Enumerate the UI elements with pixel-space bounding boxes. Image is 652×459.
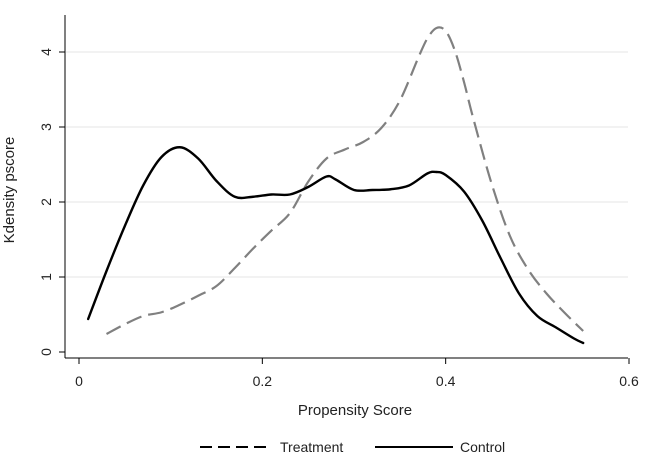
y-tick-label-2: 2 [38,198,54,206]
y-tick-label-3: 3 [38,123,54,131]
x-tick-label-1: 0.2 [253,373,273,389]
x-tick-label-0: 0 [75,373,83,389]
axes [64,15,628,359]
legend-label-control: Control [460,439,505,455]
x-tick-label-3: 0.6 [619,373,639,389]
series-line-control [86,146,585,345]
x-axis-title: Propensity Score [298,402,412,419]
series-line-treatment [105,26,584,335]
x-tick-label-2: 0.4 [436,373,456,389]
legend-label-treatment: Treatment [280,439,343,455]
y-axis-title: Kdensity pscore [1,137,18,244]
series-lines [86,26,585,345]
legend: Treatment Control [200,439,505,455]
y-tick-label-1: 1 [38,273,54,281]
y-tick-label-4: 4 [38,48,54,56]
y-tick-label-0: 0 [38,348,54,356]
ticks: 0 1 2 3 4 0 0.2 0.4 0.6 [38,48,639,389]
grid-lines [66,51,628,278]
